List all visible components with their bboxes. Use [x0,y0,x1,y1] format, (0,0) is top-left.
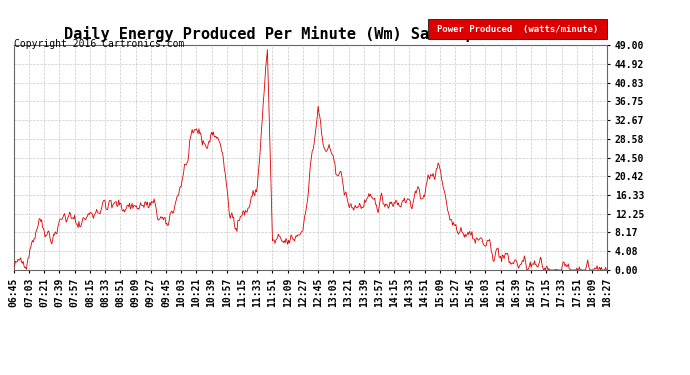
Title: Daily Energy Produced Per Minute (Wm) Sat Sep 24 18:40: Daily Energy Produced Per Minute (Wm) Sa… [64,27,557,42]
Text: Copyright 2016 Cartronics.com: Copyright 2016 Cartronics.com [14,39,184,50]
Text: Power Produced  (watts/minute): Power Produced (watts/minute) [437,25,598,34]
